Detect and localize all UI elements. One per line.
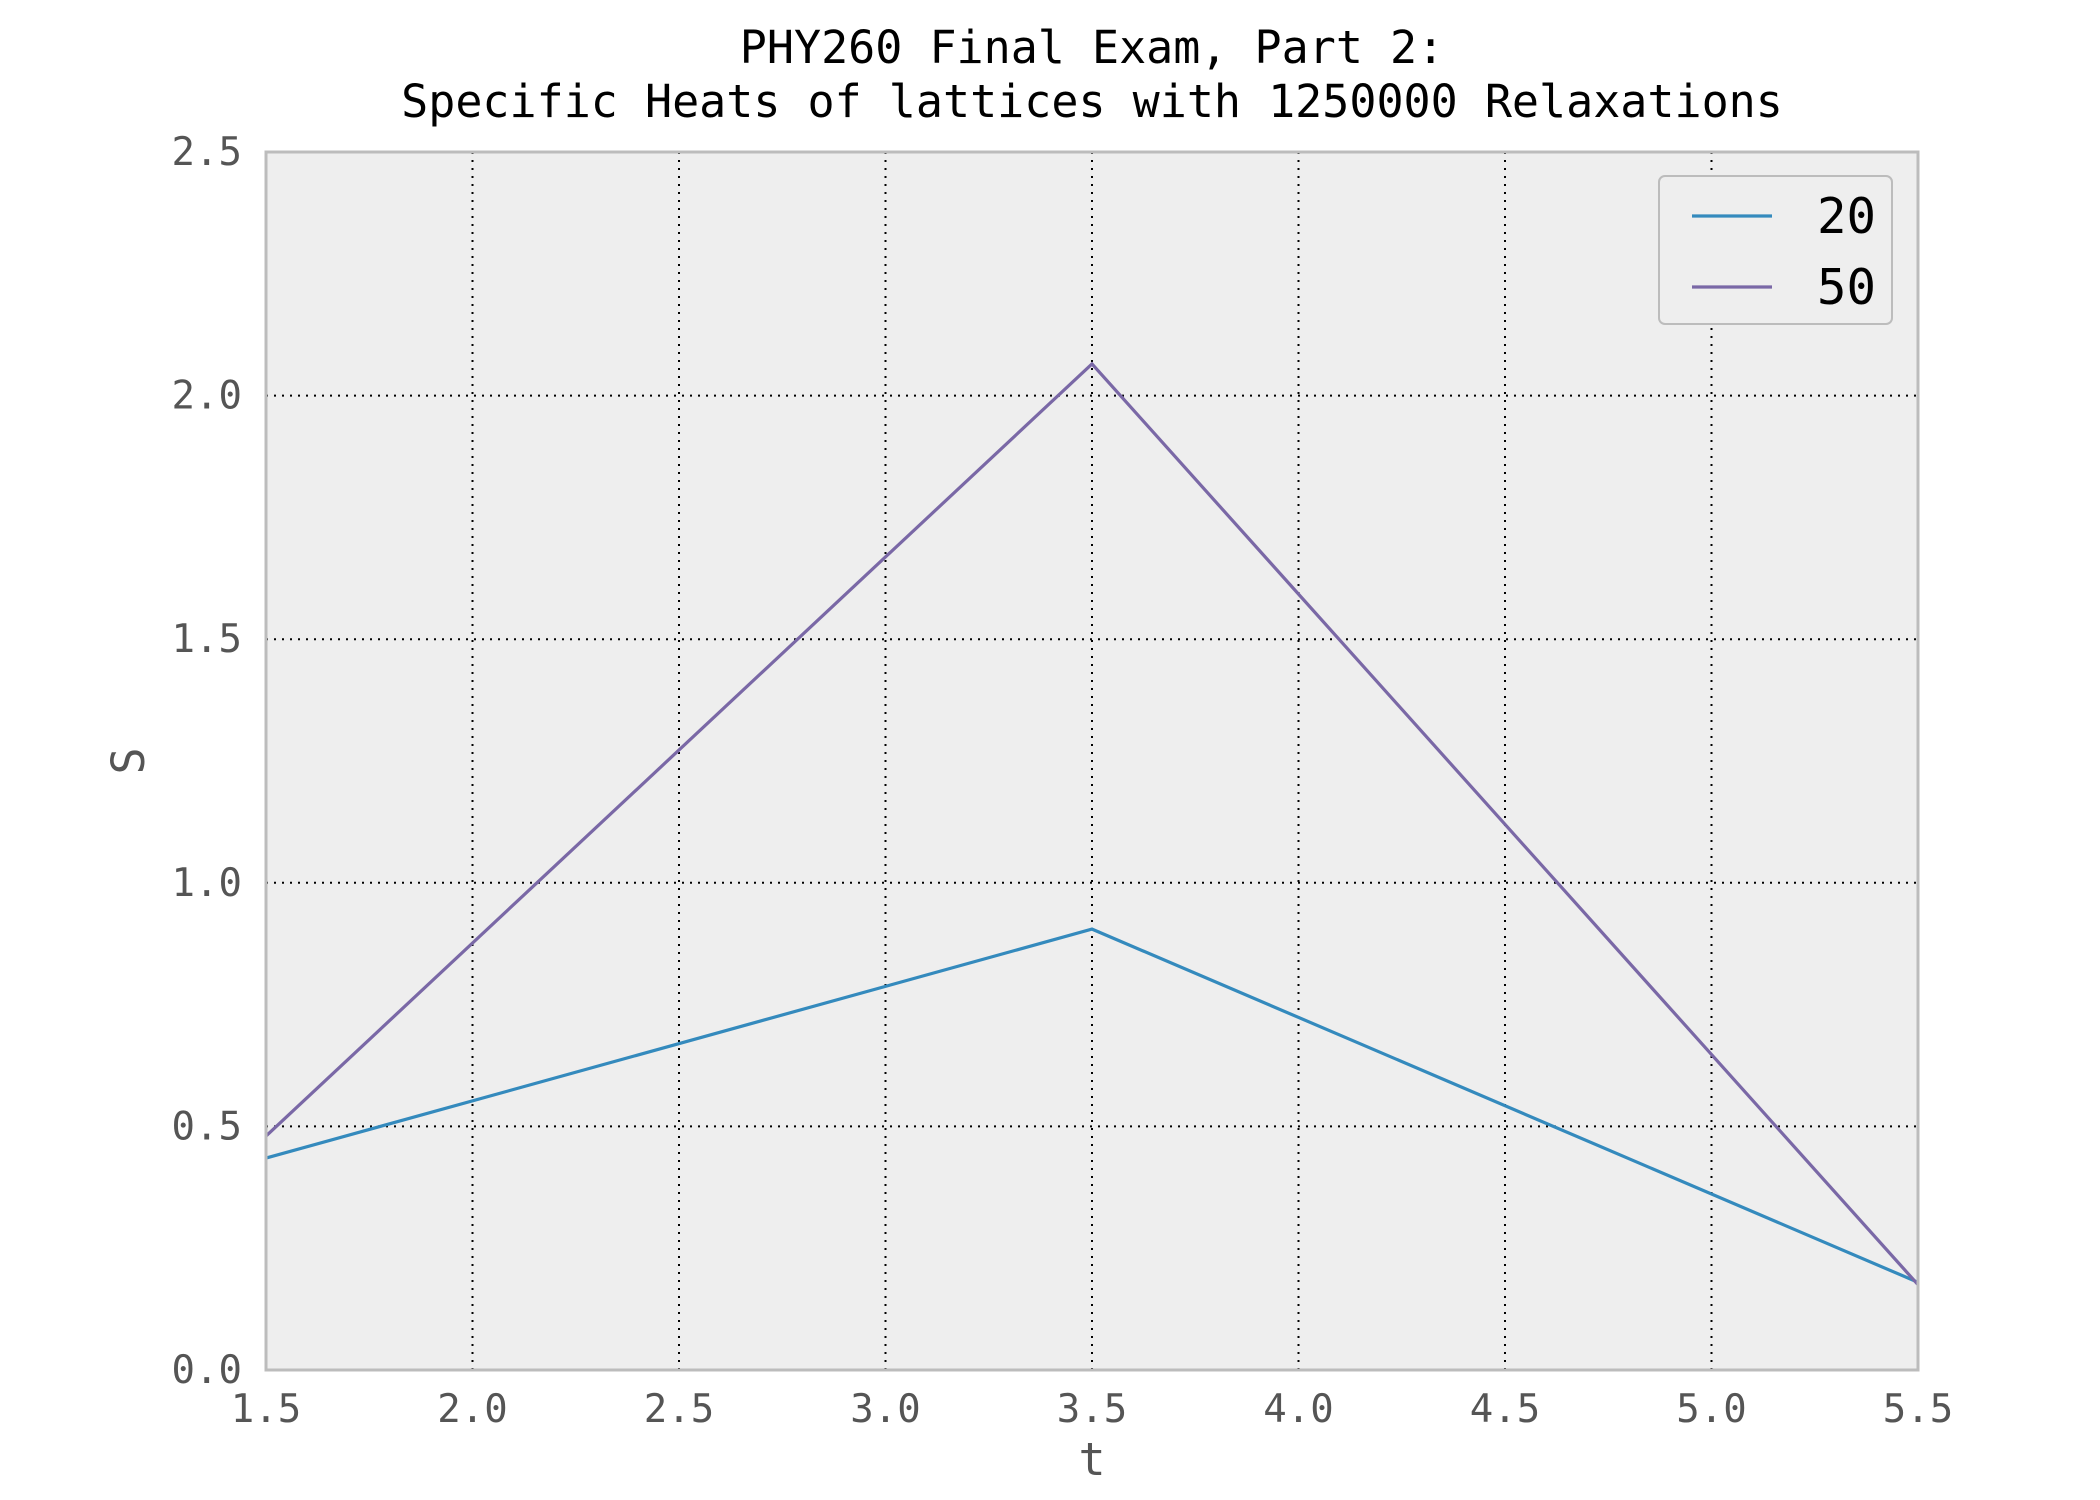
y-axis-label: S [102, 747, 155, 774]
title-line-2: Specific Heats of lattices with 1250000 … [401, 75, 1783, 128]
x-tick-label: 2.0 [437, 1387, 507, 1432]
y-tick-label: 0.5 [172, 1104, 242, 1149]
y-tick-label: 2.0 [172, 374, 242, 419]
x-tick-labels: 1.5 2.0 2.5 3.0 3.5 4.0 4.5 5.0 5.5 [231, 1387, 1953, 1432]
title-line-1: PHY260 Final Exam, Part 2: [740, 21, 1444, 74]
x-tick-label: 5.0 [1676, 1387, 1746, 1432]
x-tick-label: 4.5 [1470, 1387, 1540, 1432]
plot-frame [264, 150, 1920, 1372]
y-tick-labels: 0.0 0.5 1.0 1.5 2.0 2.5 [172, 130, 242, 1393]
x-tick-label: 2.5 [644, 1387, 714, 1432]
y-tick-label: 0.0 [172, 1348, 242, 1393]
x-tick-label: 3.5 [1057, 1387, 1127, 1432]
chart-title: PHY260 Final Exam, Part 2:Specific Heats… [401, 21, 1783, 128]
series-line-50 [264, 361, 1920, 1286]
x-tick-label: 1.5 [231, 1387, 301, 1432]
legend-label-50: 50 [1817, 259, 1876, 316]
x-axis-label: t [1078, 1433, 1105, 1486]
x-tick-label: 4.0 [1263, 1387, 1333, 1432]
y-tick-label: 1.0 [172, 861, 242, 906]
y-tick-label: 1.5 [172, 617, 242, 662]
series-line-20 [265, 927, 1919, 1284]
x-tick-label: 3.0 [850, 1387, 920, 1432]
legend-label-20: 20 [1817, 188, 1876, 245]
x-tick-label: 5.5 [1883, 1387, 1953, 1432]
y-tick-label: 2.5 [172, 130, 242, 175]
grid-lines [266, 152, 1918, 1370]
series-lines [264, 361, 1920, 1286]
